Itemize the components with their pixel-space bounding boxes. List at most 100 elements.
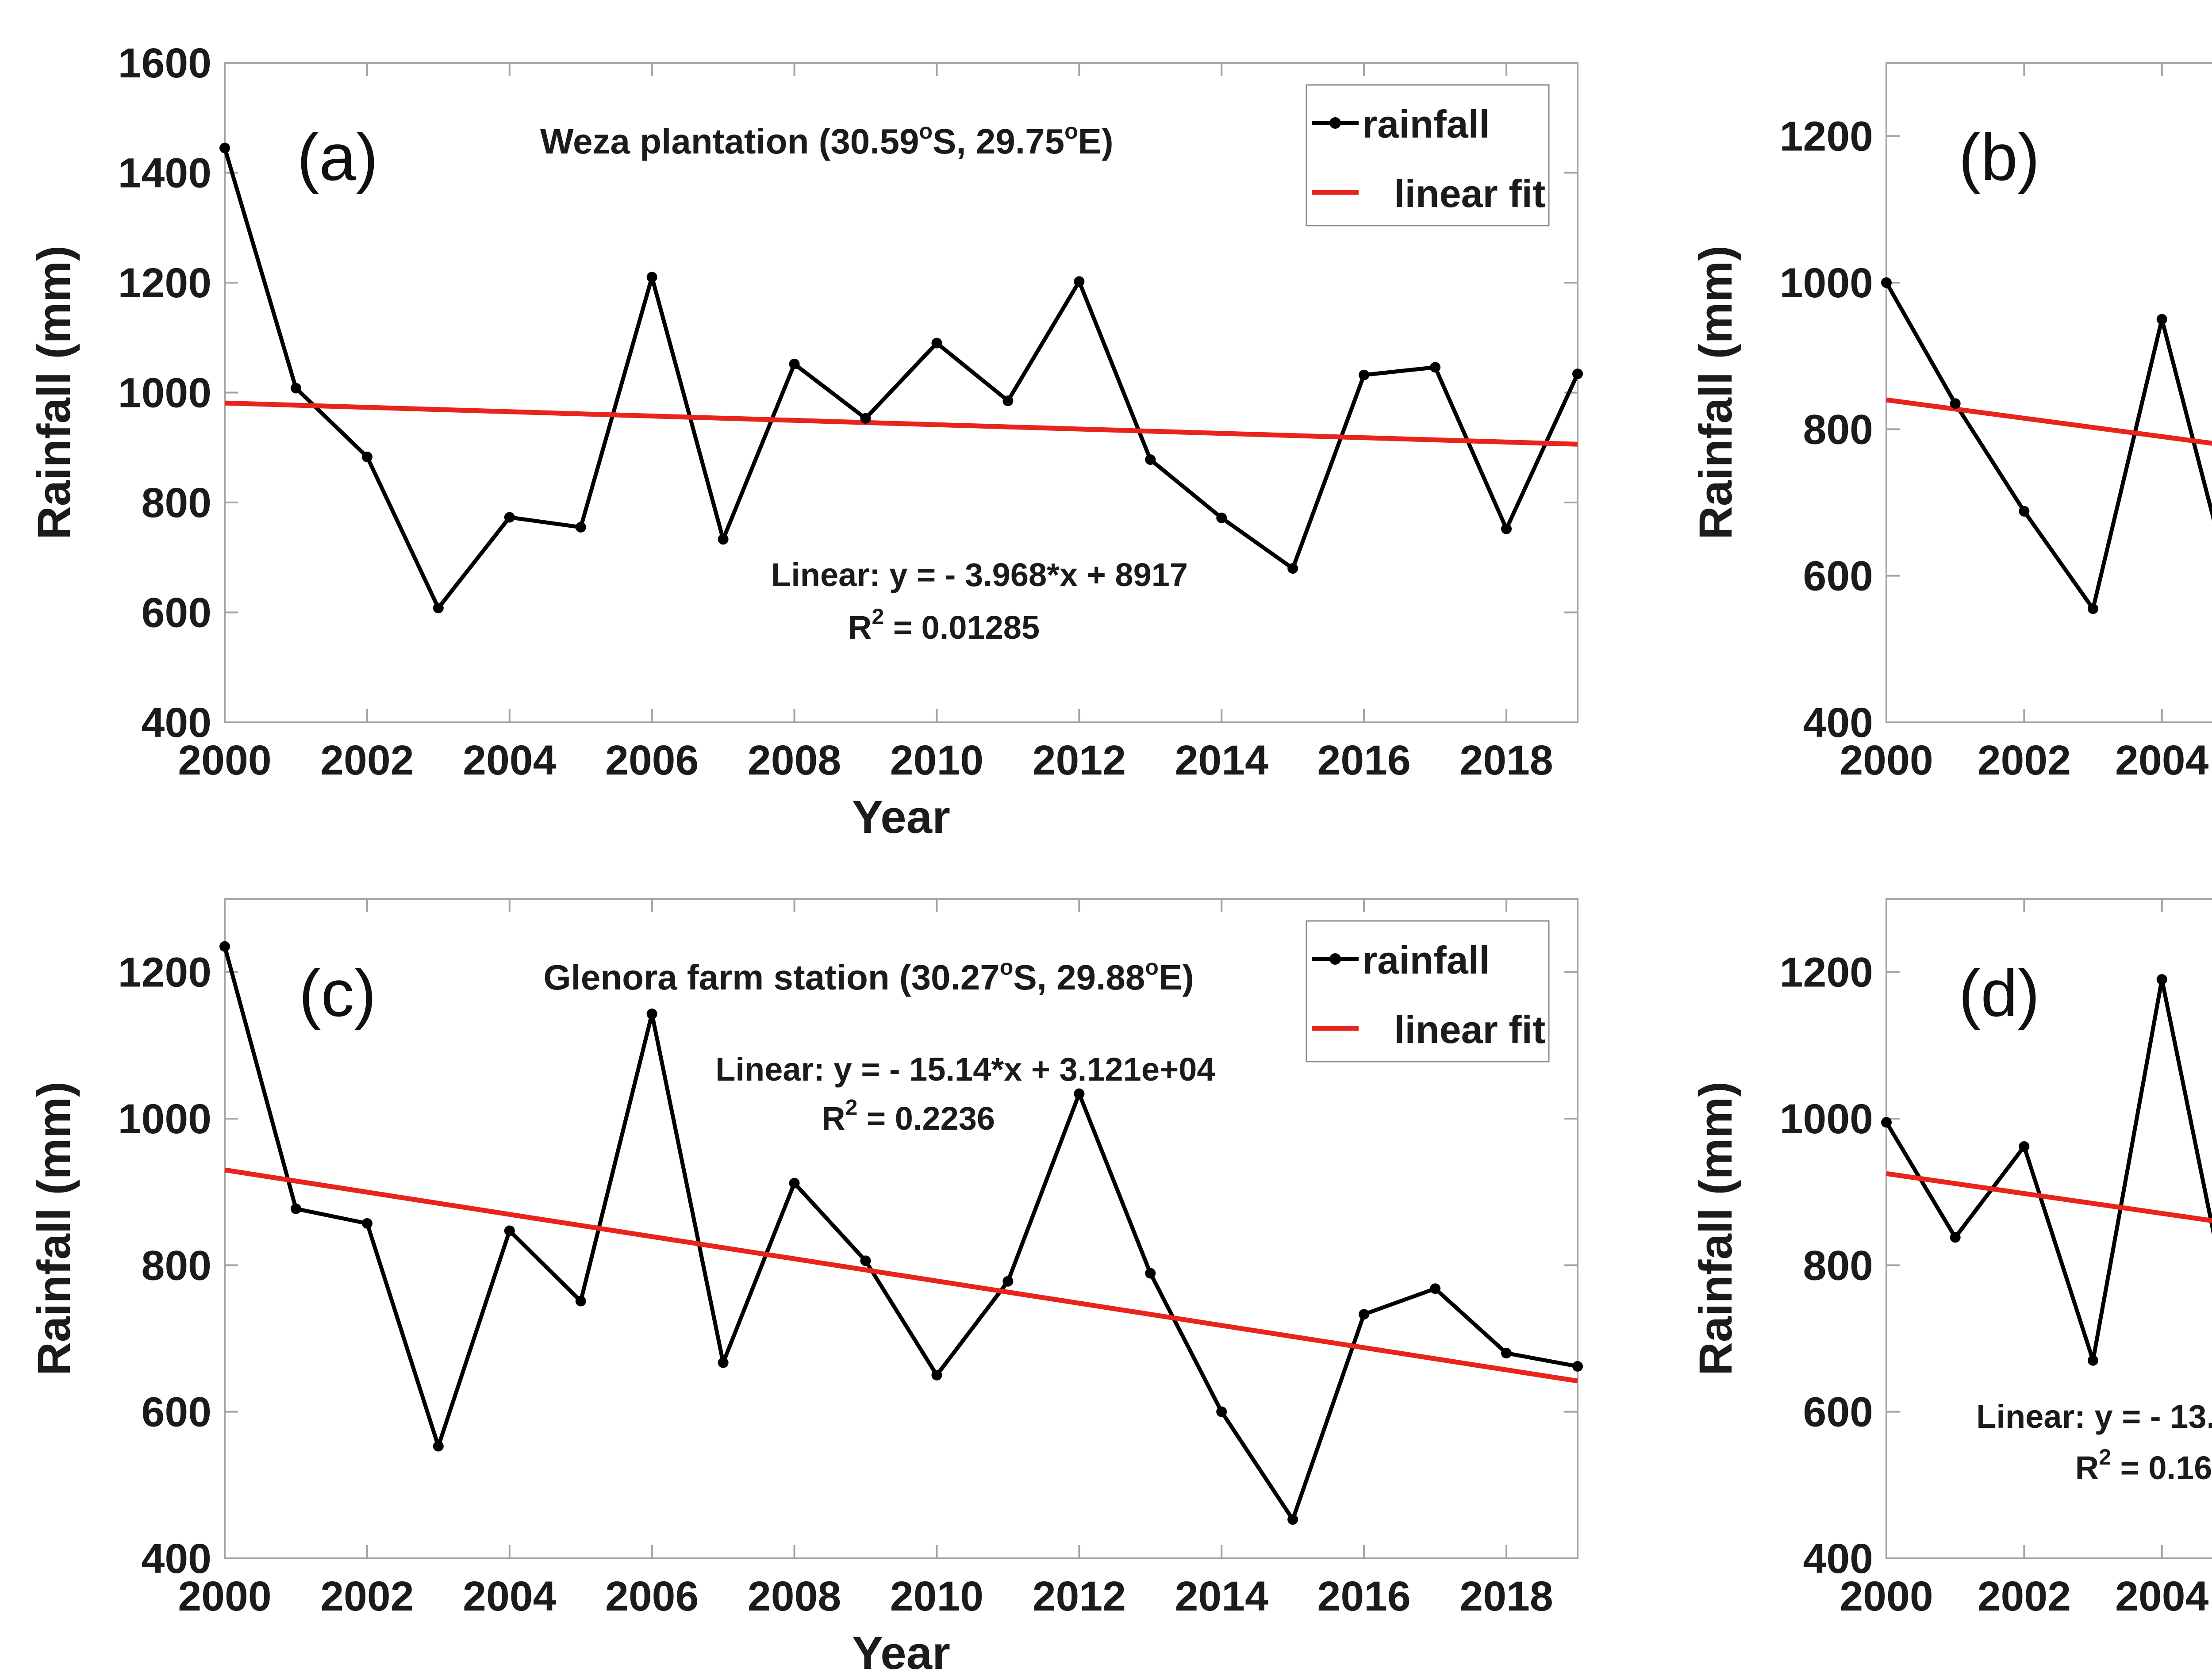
legend-label-rainfall: rainfall [1362,102,1490,146]
y-axis-label: Rainfall (mm) [28,245,80,540]
panel-a-cell: 2000 2002 2004 2006 2008 2010 2012 2014 2016 2018… [0,0,1613,836]
x-tick-label: 2000 [178,737,271,784]
legend-box [1306,84,1550,226]
degree-superscript: o [1064,119,1078,143]
rainfall-line [223,147,1580,610]
y-tick-label: 1000 [1780,1096,1873,1143]
rainfall-markers [219,941,1583,1525]
panel-c-cell: 2000 2002 2004 2006 2008 2010 2012 2014 2016 2018… [0,836,1613,1672]
panel-letter: (a) [297,120,378,194]
x-axis-label: Year [852,1627,950,1672]
linear-equation-annotation: Linear: y = - 15.14*x + 3.121e+04 [715,1051,1215,1088]
data-point-marker [290,1203,301,1214]
y-tick-label: 800 [1803,406,1873,453]
data-point-marker [1881,1117,1892,1128]
data-point-marker [2019,506,2030,517]
data-point-marker [1359,1309,1370,1320]
y-tick-label: 1000 [1780,260,1873,307]
data-point-marker [1002,395,1014,406]
data-point-marker [575,522,586,533]
data-point-marker [433,1441,444,1452]
legend-rainfall-marker [1329,953,1341,965]
y-tick-label: 600 [141,1389,211,1436]
legend-label-linear-fit: linear fit [1394,1008,1545,1051]
linear-fit-line [1886,397,2212,446]
y-tick-label: 1200 [1780,113,1873,160]
x-tick-label: 2014 [1175,1573,1269,1620]
x-tick-label: 2010 [890,1573,983,1620]
linear-equation-annotation: Linear: y = - 13.59*x + 2.81e+04 [1976,1398,2212,1435]
data-point-marker [789,358,800,369]
r-squared-annotation: R2 = 0.2236 [822,1095,995,1137]
legend: rainfall linear fit [1306,84,1550,226]
legend-label-rainfall: rainfall [1362,938,1490,982]
x-tick-label: 2014 [1175,737,1269,784]
data-point-marker [931,337,942,349]
data-point-marker [718,1357,729,1368]
data-point-marker [1216,512,1227,523]
data-point-marker [1145,454,1156,465]
x-tick-label: 2016 [1317,1573,1410,1620]
rainfall-markers [219,142,1583,614]
data-point-marker [2088,1355,2099,1366]
x-tick-label: 2002 [320,737,414,784]
data-point-marker [646,1009,657,1020]
y-tick-label: 800 [141,479,211,526]
y-tick-label: 800 [141,1242,211,1289]
linear-fit-line [224,400,1578,447]
y-tick-label: 1200 [118,949,211,996]
x-tick-label: 2004 [2115,1573,2209,1620]
data-point-marker [789,1177,800,1189]
data-point-marker [361,1218,373,1229]
legend: rainfall linear fit [1306,920,1550,1062]
data-point-marker [860,413,871,424]
data-point-marker [575,1296,586,1307]
y-tick-label: 1200 [118,260,211,307]
x-tick-label: 2002 [1978,737,2071,784]
plot-area [1886,62,2212,723]
data-point-marker [1950,1232,1961,1243]
data-point-marker [361,451,373,462]
linear-fit-line [224,1167,1578,1384]
data-point-marker [1501,1348,1512,1359]
y-axis-label: Rainfall (mm) [1690,1081,1742,1376]
rainfall-line [223,946,1578,1522]
data-point-marker [1287,1514,1298,1525]
data-point-marker [931,1369,942,1381]
data-point-marker [646,272,657,283]
x-tick-label: 2000 [1839,1573,1933,1620]
x-tick-label: 2002 [1978,1573,2071,1620]
x-tick-label: 2008 [748,1573,841,1620]
linear-fit-line [1886,1171,2212,1223]
y-axis-label: Rainfall (mm) [1690,245,1742,540]
y-axis-label: Rainfall (mm) [28,1081,80,1376]
data-point-marker [2088,603,2099,614]
x-tick-label: 2018 [1459,737,1553,784]
legend-rainfall-marker [1329,117,1341,129]
x-tick-label: 2004 [463,1573,557,1620]
data-point-marker [219,142,230,153]
y-tick-label: 600 [141,590,211,637]
legend-box [1306,920,1550,1062]
x-tick-label: 2010 [890,737,983,784]
legend-label-linear-fit: linear fit [1394,172,1545,215]
r-squared-annotation: R2 = 0.1642 [2075,1445,2212,1486]
data-point-marker [1216,1406,1227,1417]
panel-b-chart: 2000200220042006200820102012201420162018… [1690,62,2212,784]
tick-marks [1886,63,2163,723]
data-point-marker [1145,1268,1156,1279]
panel-title: Glenora farm station (30.27oS, 29.88oE) [543,955,1194,997]
panel-letter: (b) [1959,120,2039,194]
y-tick-label: 1400 [118,150,211,197]
y-tick-label: 400 [1803,699,1873,746]
x-tick-label: 2018 [1459,1573,1553,1620]
y-tick-label: 800 [1803,1242,1873,1289]
tick-marks [224,899,1578,1559]
y-tick-label: 400 [1803,1535,1873,1582]
data-point-marker [2019,1141,2030,1152]
rainfall-markers [1881,974,2167,1366]
panel-b-cell: 2000200220042006200820102012201420162018… [1613,0,2212,836]
data-point-marker [2156,974,2167,985]
tick-marks [224,62,1578,723]
